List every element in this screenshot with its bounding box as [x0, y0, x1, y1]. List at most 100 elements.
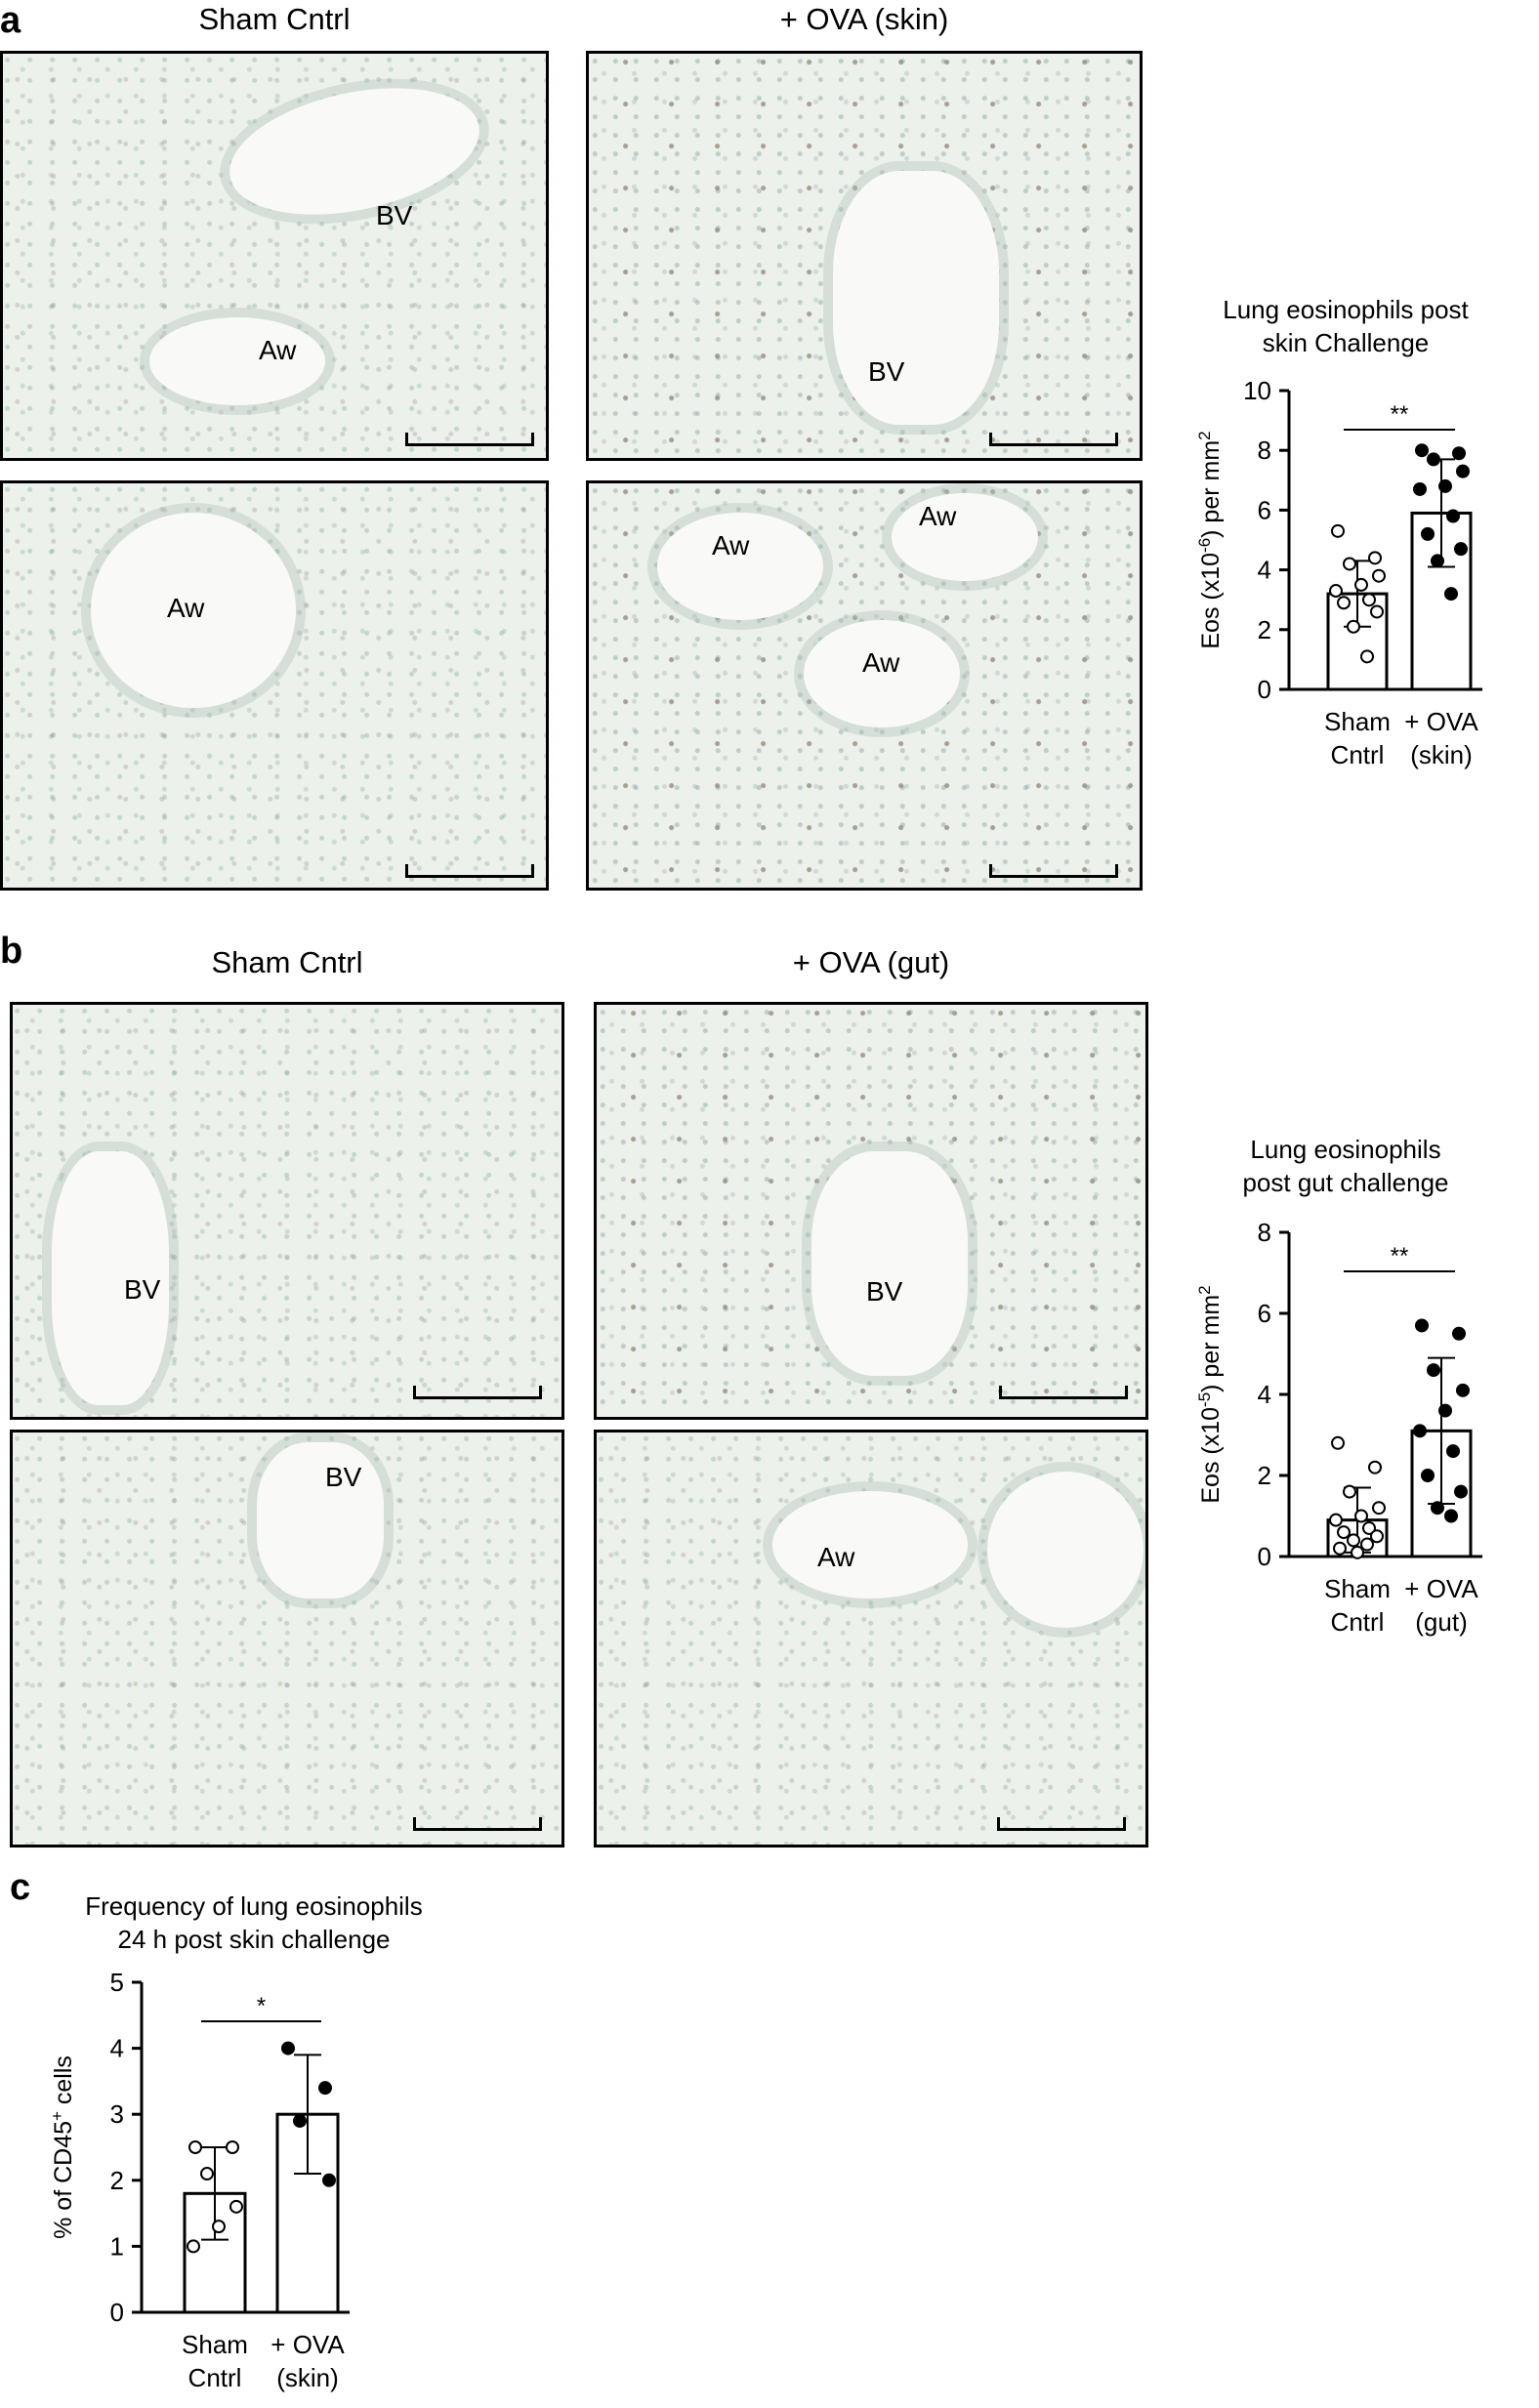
data-point [318, 2081, 332, 2096]
significance-label: ** [1391, 401, 1409, 428]
chart-c-title: Frequency of lung eosinophils 24 h post … [0, 1889, 508, 1956]
data-point [281, 2041, 295, 2055]
data-point [1360, 649, 1374, 664]
data-point [1452, 1326, 1466, 1341]
significance-label: * [257, 1993, 266, 2019]
scale-bar [989, 433, 1118, 446]
data-point [1370, 604, 1384, 619]
tissue-label-bv: BV [376, 200, 413, 230]
data-point [1337, 596, 1351, 610]
data-point [1337, 1525, 1351, 1540]
y-axis-title-part: cells [50, 2055, 77, 2111]
data-point [1456, 464, 1470, 478]
data-point [1368, 551, 1382, 565]
data-point [1343, 557, 1356, 571]
tissue-label-aw: Aw [167, 593, 205, 623]
scale-bar [413, 1817, 542, 1831]
data-point [322, 2173, 336, 2187]
airway-lumen [892, 493, 1038, 581]
y-tick-label: 2 [1258, 1461, 1271, 1490]
x-category-label: Cntrl [1331, 1607, 1385, 1637]
x-category-label: (gut) [1415, 1607, 1467, 1637]
data-point [1454, 542, 1468, 557]
airway-lumen [91, 513, 296, 708]
data-point [1354, 577, 1368, 592]
x-category-label: Cntrl [188, 2363, 242, 2392]
x-category-label: + OVA [1404, 1574, 1478, 1603]
data-point [187, 2239, 200, 2254]
y-axis-title-superscript: 2 [1195, 431, 1214, 439]
chart-a-title: Lung eosinophils post skin Challenge [1152, 293, 1539, 359]
x-category-label: Sham [1324, 707, 1391, 736]
y-axis-title-part: Eos (x10 [1197, 1407, 1225, 1504]
chart-c-title-line2: 24 h post skin challenge [117, 1925, 391, 1954]
tissue-label-aw: Aw [259, 335, 297, 365]
chart-c-cd45-frequency: 0 1 2 3 4 5 % of CD45+ cells Sham Cntrl + OVA (ski… [48, 1968, 350, 2392]
blood-vessel-lumen [811, 1151, 968, 1376]
data-point [1329, 1513, 1343, 1527]
data-point [1421, 526, 1435, 541]
micrograph-a-sham-bottom: Aw [0, 480, 549, 891]
chart-b-title-line2: post gut challenge [1242, 1168, 1449, 1197]
blood-vessel-lumen [218, 67, 491, 235]
y-tick-label: 2 [110, 2166, 124, 2195]
tissue-label-bv: BV [866, 1276, 903, 1307]
y-tick-label: 2 [1258, 615, 1271, 644]
data-point [1427, 452, 1440, 467]
y-axis-title-superscript: -6 [1195, 538, 1214, 553]
y-tick-label: 4 [1258, 556, 1271, 585]
column-title-sham-a: Sham Cntrl [198, 2, 351, 36]
blood-vessel-lumen [833, 171, 999, 425]
data-point [1362, 593, 1376, 607]
scale-bar [405, 864, 534, 878]
micrograph-a-ova-top: BV [586, 51, 1143, 461]
x-category-label: Sham [1324, 1574, 1391, 1603]
x-category-label: + OVA [1404, 707, 1478, 736]
y-tick-label: 4 [1258, 1380, 1271, 1409]
y-tick-label: 6 [1258, 1299, 1271, 1328]
data-point [229, 2199, 243, 2214]
data-point [1421, 1469, 1435, 1482]
data-point [293, 2113, 307, 2128]
column-title-sham-b: Sham Cntrl [211, 945, 363, 979]
y-axis-title: Eos (x10-5) per mm2 [1195, 1285, 1226, 1503]
column-title-ova-gut: + OVA (gut) [792, 945, 950, 979]
micrograph-b-sham-bottom: BV [10, 1430, 564, 1848]
panel-letter-a: a [0, 0, 21, 41]
y-tick-label: 0 [1258, 1542, 1271, 1571]
chart-a-title-line1: Lung eosinophils post [1223, 295, 1469, 324]
tissue-label-aw: Aw [919, 501, 957, 531]
airway-lumen [772, 1491, 968, 1598]
data-point [1431, 554, 1444, 568]
y-tick-label: 3 [110, 2099, 124, 2129]
x-category-label: Cntrl [1331, 740, 1385, 769]
y-axis-title-superscript: + [48, 2111, 66, 2121]
tissue-label-bv: BV [325, 1462, 362, 1492]
data-point [1360, 1537, 1374, 1552]
y-tick-label: 10 [1243, 376, 1271, 405]
airway-lumen [804, 620, 960, 727]
data-point [1347, 1533, 1360, 1548]
data-point [1331, 523, 1345, 538]
data-point [1351, 1545, 1364, 1559]
scale-bar [989, 864, 1118, 878]
airway-lumen [987, 1472, 1144, 1628]
data-point [1347, 619, 1360, 634]
tissue-label-bv: BV [124, 1274, 161, 1305]
x-category-label: Sham [182, 2330, 248, 2359]
data-point [1456, 1383, 1470, 1397]
chart-a-title-line2: skin Challenge [1262, 328, 1430, 357]
y-axis-title-part: Eos (x10 [1197, 553, 1225, 649]
data-point [1438, 1403, 1452, 1418]
y-axis-title-superscript: -5 [1195, 1392, 1214, 1407]
data-point [212, 2220, 226, 2234]
scale-bar [997, 1817, 1126, 1831]
panel-letter-b: b [0, 931, 23, 972]
micrograph-b-sham-top: BV [10, 1002, 564, 1420]
x-category-label: (skin) [1410, 740, 1473, 769]
scale-bar [405, 433, 534, 446]
y-tick-label: 5 [110, 1968, 124, 1997]
micrograph-b-ova-top: BV [594, 1002, 1148, 1420]
airway-lumen [657, 513, 823, 620]
